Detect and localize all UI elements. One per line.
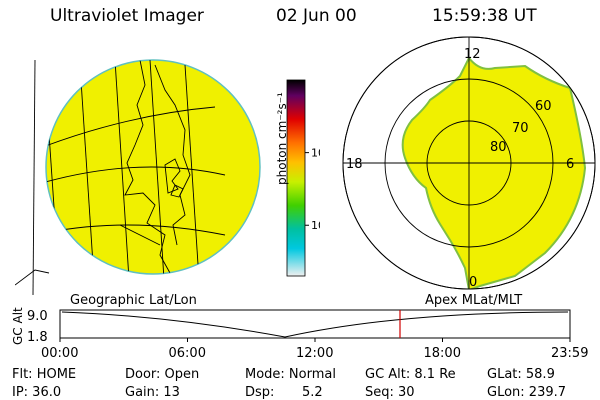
colorbar-tick-label-1: 10 [311, 219, 320, 232]
status-mode: Mode: Normal [245, 367, 336, 382]
instrument-title: Ultraviolet Imager [50, 6, 204, 26]
y-tick-high: 9.0 [27, 309, 48, 324]
mlt-label-0: 0 [469, 275, 477, 290]
geo-panel-label: Geographic Lat/Lon [70, 293, 197, 308]
altitude-timeline [59, 309, 571, 342]
longitude-line [114, 60, 131, 274]
x-tick-label-2: 12:00 [296, 346, 334, 361]
status-dsp-value: 5.2 [302, 385, 323, 400]
mlt-label-6: 6 [566, 157, 574, 172]
y-tick-low: 1.8 [27, 330, 48, 345]
status-dsp-label: Dsp: [245, 385, 275, 400]
longitude-line [184, 64, 201, 274]
colorbar-tick-label-0: 100 [311, 147, 320, 160]
status-glat: GLat: 58.9 [487, 367, 555, 382]
x-tick-label-1: 06:00 [168, 346, 206, 361]
latitude-line [46, 106, 216, 151]
mlt-label-12: 12 [464, 47, 481, 62]
status-door: Door: Open [125, 367, 200, 382]
status-gc-alt: GC Alt: 8.1 Re [365, 367, 456, 382]
coastline [124, 60, 191, 274]
status-glon: GLon: 239.7 [487, 385, 567, 400]
mlat-label-60: 60 [535, 99, 552, 114]
status-gain: Gain: 13 [125, 385, 180, 400]
color-bar: 100 10 [286, 79, 320, 277]
mlt-label-18: 18 [346, 157, 363, 172]
polar-panel-label: Apex MLat/MLT [425, 293, 523, 308]
status-flt: Flt: HOME [12, 367, 77, 382]
image-time: 15:59:38 UT [432, 6, 537, 26]
x-tick-label-3: 18:00 [423, 346, 461, 361]
geographic-image [15, 59, 261, 295]
mlat-label-70: 70 [512, 121, 529, 136]
x-tick-label-4: 23:59 [551, 346, 589, 361]
image-date: 02 Jun 00 [276, 6, 357, 26]
latitude-line [46, 166, 226, 186]
status-ip: IP: 36.0 [12, 385, 62, 400]
mlat-label-80: 80 [490, 140, 507, 155]
longitude-line [149, 60, 166, 274]
status-seq: Seq: 30 [365, 385, 415, 400]
auroral-emission-region [401, 56, 587, 289]
altitude-curve [61, 311, 569, 338]
colorbar-unit-label: photon cm⁻²s⁻¹ [275, 92, 289, 185]
coastline [46, 158, 184, 274]
x-tick-label-0: 00:00 [41, 346, 79, 361]
